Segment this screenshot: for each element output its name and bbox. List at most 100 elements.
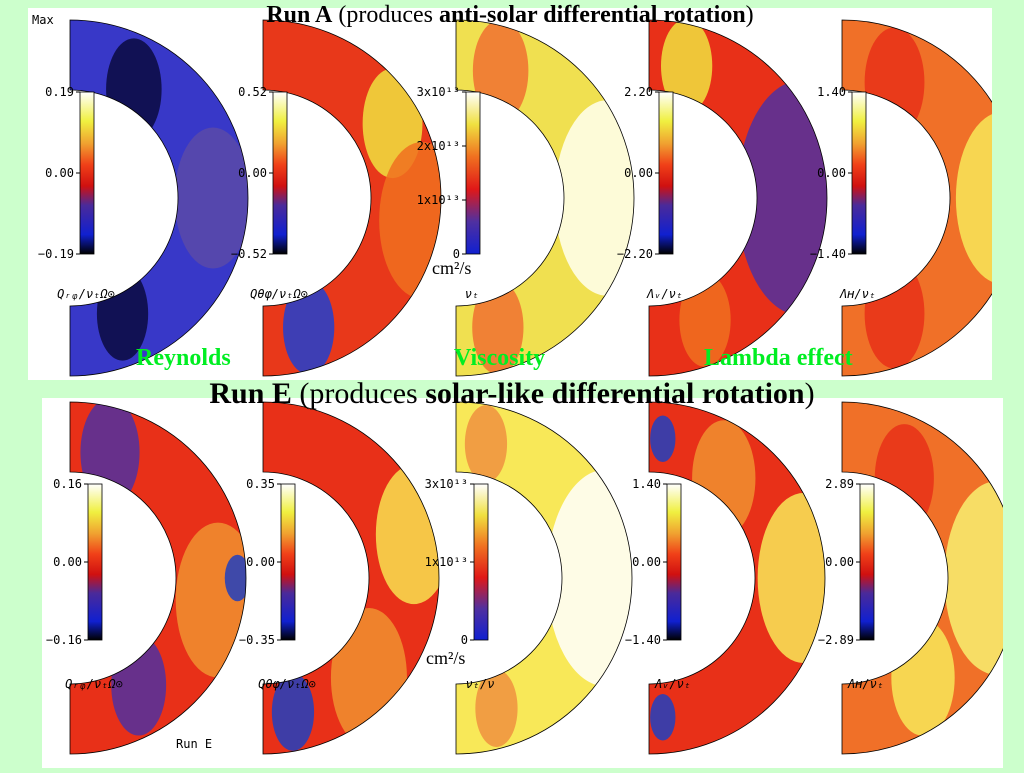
run-a-title: Run A (produces anti-solar differential … [28,2,992,29]
run-a-map-3: 3x10¹³ 2x10¹³ 1x10¹³ 0 νₜ [417,19,635,377]
run-e-colorbar-2 [280,483,296,641]
run-e-title-middle: (produces [299,377,426,410]
run-e-map-3: 3x10¹³ 1x10¹³ 0 νₜ/ν [425,401,633,755]
run-e-shell-outline-5 [841,401,1019,755]
run-a-shell-5 [842,20,1020,376]
run-a-colorbar-tick-3-3: 1x10¹³ [417,193,460,207]
run-e-shell-pattern-3-2 [464,405,508,483]
run-a-shell-pattern-3-3 [472,280,524,375]
run-a-colorbar-tick-5-1: 1.40 [817,85,846,99]
run-a-colorbar-tick-4-3: −2.20 [617,247,653,261]
run-e-title-suffix: ) [804,377,815,410]
run-a-shell-pattern-1-1 [106,38,162,141]
run-e-shell-outline-2 [262,401,440,755]
run-a-shell-pattern-2-3 [379,142,441,299]
run-e-shell-outline-3 [455,401,633,755]
run-a-shell-pattern-5-3 [864,258,925,369]
run-e-colorbar-tick-4-2: 0.00 [632,555,661,569]
run-e-quantity-label-3: νₜ/ν [466,677,495,691]
run-a-units: cm²/s [432,258,471,278]
run-e-quantity-label-2: Qθφ/νₜΩ⊙ [258,677,316,691]
run-a-colorbar-1 [79,91,95,255]
run-e-shell-pattern-5-1 [944,481,1018,675]
run-a-colorbar-5 [851,91,867,255]
run-e-colorbar-4 [666,483,682,641]
run-a-title-suffix: ) [745,2,754,28]
run-e-colorbar-tick-5-1: 2.89 [825,477,854,491]
run-e-colorbar-tick-1-1: 0.16 [53,477,82,491]
run-e-shell-pattern-2-2 [330,608,407,748]
run-e-shell-4 [649,402,825,754]
run-e-colorbar-tick-3-3: 0 [461,633,468,647]
run-a-quantity-label-3: νₜ [465,287,479,301]
run-a-title-bold: anti-solar differential rotation [439,2,746,28]
run-a-colorbar-tick-1-2: 0.00 [45,166,74,180]
run-e-figure: 0.16 0.00 −0.16 Qᵣᵩ/νₜΩ⊙ 0.35 0.00 −0.35 Qθφ/νₜ… [46,401,1019,755]
run-e-map-1: 0.16 0.00 −0.16 Qᵣᵩ/νₜΩ⊙ [46,401,247,755]
run-e-colorbar-tick-3-1: 3x10¹³ [425,477,468,491]
run-e-colorbar-tick-4-3: −1.40 [625,633,661,647]
run-e-shell-pattern-3-3 [475,669,518,747]
run-e-colorbar-tick-1-3: −0.16 [46,633,82,647]
run-a-colorbar-tick-1-1: 0.19 [45,85,74,99]
run-a-shell-outline-5 [841,19,1021,377]
run-e-map-5: 2.89 0.00 −2.89 Λʜ/νₜ [818,401,1019,755]
run-a-shell-pattern-5-2 [864,27,925,138]
run-a-quantity-label-2: Qθφ/νₜΩ⊙ [250,287,308,301]
run-a-shell-pattern-2-2 [283,280,335,375]
run-e-map-4: 1.40 0.00 −1.40 Λᵥ/νₜ [625,401,826,755]
run-a-quantity-label-4: Λᵥ/νₜ [646,287,683,301]
run-e-quantity-label-5: Λʜ/νₜ [847,677,884,691]
run-e-shell-outline-4 [648,401,826,755]
run-a-colorbar-3 [465,91,481,255]
run-a-colorbar-tick-2-1: 0.52 [238,85,267,99]
run-e-quantity-label-1: Qᵣᵩ/νₜΩ⊙ [65,677,123,691]
run-a-shell-outline-2 [262,19,442,377]
run-e-colorbar-tick-2-3: −0.35 [239,633,275,647]
run-e-label: Run E [176,737,212,751]
run-e-units: cm²/s [426,648,465,668]
run-a-panel: 0.19 0.00 −0.19 Qᵣᵩ/νₜΩ⊙ 0.52 0.00 −0.52 Qθφ/νₜ… [28,2,1021,380]
run-a-colorbar-tick-3-2: 2x10¹³ [417,139,460,153]
run-a-colorbar-tick-2-2: 0.00 [238,166,267,180]
run-e-shell-pattern-4-3 [650,415,676,462]
run-a-shell-outline-4 [648,19,828,377]
run-a-map-4: 2.20 0.00 −2.20 Λᵥ/νₜ [617,19,828,377]
run-e-colorbar-3 [473,483,489,641]
run-e-shell-pattern-5-3 [874,424,934,533]
run-e-colorbar-tick-4-1: 1.40 [632,477,661,491]
run-a-colorbar-4 [658,91,674,255]
run-a-quantity-label-1: Qᵣᵩ/νₜΩ⊙ [57,287,115,301]
run-a-map-2: 0.52 0.00 −0.52 Qθφ/νₜΩ⊙ [231,19,442,377]
run-e-colorbar-tick-1-2: 0.00 [53,555,82,569]
run-a-colorbar-tick-1-3: −0.19 [38,247,74,261]
run-e-shell-pattern-5-2 [891,619,955,736]
run-e-shell-pattern-1-4 [224,554,246,602]
run-e-colorbar-5 [859,483,875,641]
run-a-map-1: 0.19 0.00 −0.19 Qᵣᵩ/νₜΩ⊙ [38,19,249,377]
run-e-shell-pattern-4-4 [650,694,676,741]
run-e-shell-5 [842,402,1018,754]
run-a-shell-pattern-4-2 [660,20,713,113]
run-a-colorbar-tick-4-1: 2.20 [624,85,653,99]
run-a-colorbar-tick-4-2: 0.00 [624,166,653,180]
run-e-colorbar-tick-2-1: 0.35 [246,477,275,491]
run-e-title-prefix: Run E [209,377,292,410]
run-a-quantity-label-5: Λʜ/νₜ [839,287,876,301]
run-a-map-5: 1.40 0.00 −1.40 Λʜ/νₜ [810,19,1021,377]
run-a-colorbar-tick-3-1: 3x10¹³ [417,85,460,99]
run-a-shell-outline-3 [455,19,635,377]
run-e-colorbar-tick-2-2: 0.00 [246,555,275,569]
run-e-shell-outline-1 [69,401,247,755]
run-a-shell-pattern-1-3 [174,127,248,269]
run-a-shell-pattern-3-1 [554,100,634,296]
run-e-title: Run E (produces solar-like differential … [0,377,1024,411]
run-e-shell-pattern-2-3 [271,673,315,751]
run-e-quantity-label-4: Λᵥ/νₜ [654,677,691,691]
run-e-shell-pattern-1-3 [175,522,246,678]
run-e-shell-pattern-4-2 [692,420,756,537]
run-a-shell-1 [70,20,248,376]
run-e-shell-pattern-4-1 [757,492,825,664]
run-e-colorbar-tick-5-3: −2.89 [818,633,854,647]
run-a-figure: 0.19 0.00 −0.19 Qᵣᵩ/νₜΩ⊙ 0.52 0.00 −0.52 Qθφ/νₜ… [32,13,1021,377]
